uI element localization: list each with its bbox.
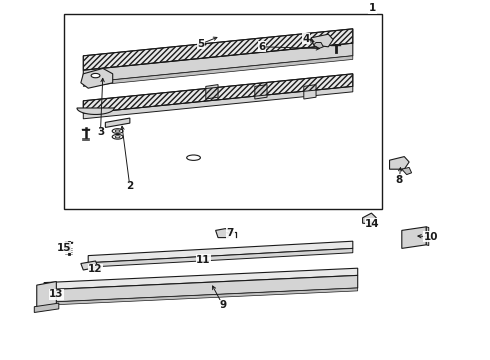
Polygon shape bbox=[402, 227, 426, 248]
Text: 1: 1 bbox=[369, 3, 376, 13]
Polygon shape bbox=[83, 74, 353, 113]
Polygon shape bbox=[314, 42, 323, 49]
Polygon shape bbox=[44, 288, 358, 305]
Polygon shape bbox=[83, 86, 353, 119]
Text: 4: 4 bbox=[302, 33, 310, 44]
Ellipse shape bbox=[112, 129, 123, 133]
Ellipse shape bbox=[112, 134, 123, 139]
Polygon shape bbox=[77, 108, 114, 114]
Polygon shape bbox=[81, 68, 113, 88]
Text: 13: 13 bbox=[49, 289, 64, 300]
Polygon shape bbox=[37, 282, 56, 310]
Text: 12: 12 bbox=[88, 264, 103, 274]
Polygon shape bbox=[255, 85, 267, 99]
Text: 6: 6 bbox=[259, 42, 266, 52]
Polygon shape bbox=[426, 227, 429, 246]
Text: 7: 7 bbox=[226, 228, 234, 238]
Polygon shape bbox=[83, 43, 353, 83]
Polygon shape bbox=[81, 261, 98, 270]
Text: 3: 3 bbox=[97, 127, 104, 138]
Polygon shape bbox=[88, 241, 353, 263]
Polygon shape bbox=[206, 85, 218, 99]
Polygon shape bbox=[304, 85, 316, 99]
Ellipse shape bbox=[91, 73, 100, 78]
Text: 8: 8 bbox=[396, 175, 403, 185]
Polygon shape bbox=[34, 303, 59, 312]
Polygon shape bbox=[83, 29, 353, 70]
Polygon shape bbox=[311, 34, 333, 47]
Text: 15: 15 bbox=[56, 243, 71, 253]
Text: 10: 10 bbox=[424, 232, 439, 242]
Polygon shape bbox=[44, 268, 358, 290]
Text: 14: 14 bbox=[365, 219, 380, 229]
Polygon shape bbox=[363, 213, 376, 224]
Polygon shape bbox=[44, 275, 358, 302]
Text: 9: 9 bbox=[220, 300, 226, 310]
Ellipse shape bbox=[187, 155, 200, 160]
Ellipse shape bbox=[115, 130, 120, 132]
Text: 5: 5 bbox=[197, 39, 204, 49]
Polygon shape bbox=[83, 56, 353, 86]
Polygon shape bbox=[402, 167, 412, 175]
Text: 11: 11 bbox=[196, 255, 211, 265]
Bar bbox=[64, 14, 382, 209]
Polygon shape bbox=[105, 118, 130, 127]
Polygon shape bbox=[390, 157, 409, 169]
Text: 2: 2 bbox=[126, 181, 133, 192]
Ellipse shape bbox=[115, 136, 120, 138]
Polygon shape bbox=[88, 248, 353, 267]
Polygon shape bbox=[216, 229, 233, 238]
